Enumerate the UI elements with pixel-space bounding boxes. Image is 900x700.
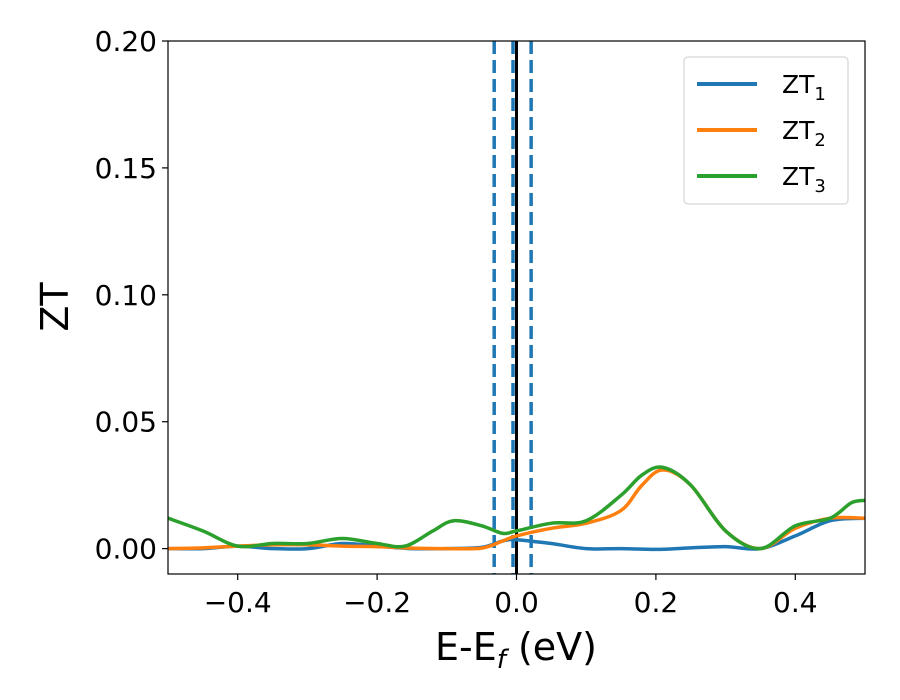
y-tick-label: 0.10 <box>95 279 157 312</box>
series-line-zt-3 <box>168 465 865 551</box>
legend-label-3: ZT3 <box>782 162 826 197</box>
vertical-lines <box>492 41 533 574</box>
series-lines <box>168 465 865 552</box>
x-tick-label: −0.4 <box>204 586 272 619</box>
x-tick-label: 0.2 <box>634 586 679 619</box>
legend-label-2: ZT2 <box>782 116 826 151</box>
y-axis-label: ZT <box>33 282 77 332</box>
x-tick-label: 0.0 <box>494 586 539 619</box>
y-tick-label: 0.05 <box>95 406 157 439</box>
x-axis-ticks: −0.4 −0.2 0.0 0.2 0.4 <box>204 574 818 619</box>
legend: ZT1 ZT2 ZT3 <box>683 56 849 205</box>
y-tick-label: 0.00 <box>95 533 157 566</box>
x-tick-label: −0.2 <box>343 586 411 619</box>
x-tick-label: 0.4 <box>773 586 818 619</box>
y-tick-label: 0.20 <box>95 25 157 58</box>
y-axis-ticks: 0.00 0.05 0.10 0.15 0.20 <box>95 25 168 566</box>
legend-label-1: ZT1 <box>782 70 826 105</box>
x-axis-label: E-Ef (eV) <box>435 625 597 675</box>
y-tick-label: 0.15 <box>95 152 157 185</box>
legend-box <box>683 56 849 205</box>
